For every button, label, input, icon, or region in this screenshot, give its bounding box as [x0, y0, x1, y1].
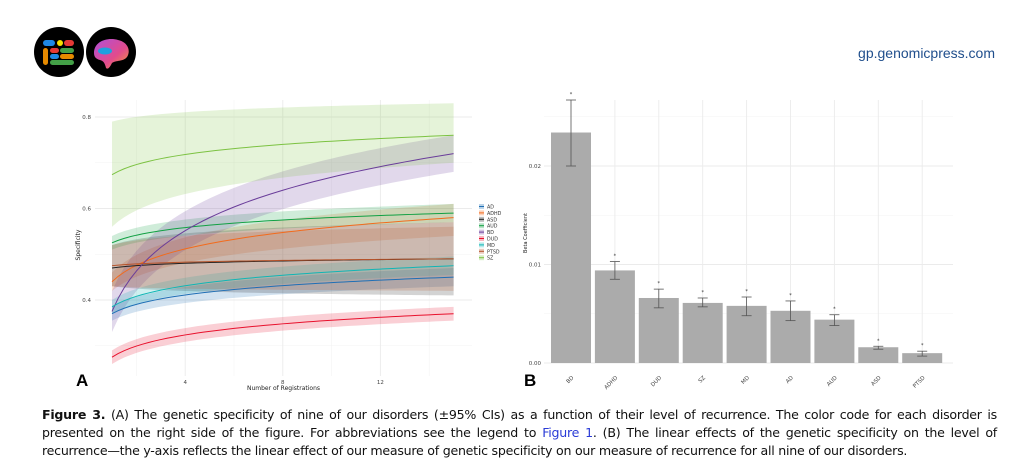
legend-label-dud: DUD: [487, 237, 498, 243]
y-tick-label: 0.6: [82, 207, 91, 213]
caption-label: Figure 3.: [42, 407, 106, 422]
ci-band-adhd: [112, 203, 454, 291]
y-axis-label: Beta Coefficient: [523, 213, 529, 253]
significance-marker: *: [658, 281, 661, 287]
series-line-ptsd: [111, 258, 454, 267]
x-tick-label-dud: DUD: [650, 375, 663, 388]
significance-marker: *: [789, 293, 792, 299]
x-tick-label-bd: BD: [566, 375, 576, 385]
figure-charts: 0.4 0.6 0.8 4 8 12 Number of Registrations Spec…: [75, 92, 953, 392]
legend-label-adhd: ADHD: [487, 211, 502, 217]
series-line-bd: [111, 153, 454, 312]
ci-band-md: [112, 256, 454, 314]
series-line-sz: [111, 134, 454, 176]
panel-label-a: A: [76, 371, 89, 390]
bar-ptsd: [902, 353, 943, 363]
panel-label-b: B: [524, 371, 537, 390]
legend-label-ad: AD: [487, 205, 494, 211]
ci-band-dud: [112, 306, 454, 365]
x-tick-label-ad: AD: [785, 375, 795, 385]
figure-caption: Figure 3. (A) The genetic specificity of…: [42, 406, 997, 460]
series-line-aud: [111, 212, 454, 244]
series-line-adhd: [111, 217, 454, 283]
bar-aud: [814, 319, 855, 363]
y-tick-label: 0.4: [82, 298, 91, 304]
significance-marker: *: [614, 254, 617, 260]
bar-bd: [551, 132, 591, 363]
series-line-md: [111, 265, 454, 308]
x-tick-label-aud: AUD: [826, 375, 839, 388]
legend-label-md: MD: [487, 243, 495, 249]
significance-marker: *: [833, 307, 836, 313]
x-tick-label-asd: ASD: [870, 375, 882, 387]
x-tick-label-ptsd: PTSD: [912, 375, 926, 389]
legend-label-sz: SZ: [487, 256, 494, 262]
site-url[interactable]: gp.genomicpress.com: [858, 45, 995, 61]
x-tick-label: 8: [281, 380, 285, 386]
y-tick-label: 0.8: [82, 115, 91, 121]
caption-text-1: (A) The genetic specificity of nine of o…: [42, 407, 997, 440]
series-line-ad: [111, 276, 454, 315]
figure-1-link[interactable]: Figure 1: [542, 425, 593, 440]
x-tick-label-sz: SZ: [698, 375, 708, 385]
y-tick-label: 0.01: [529, 263, 541, 269]
significance-marker: *: [921, 343, 924, 349]
series-line-dud: [111, 313, 454, 358]
x-tick-label: 4: [183, 380, 187, 386]
ci-band-sz: [112, 103, 454, 227]
journal-logo: [34, 27, 84, 77]
caption-text-2: . (B) The linear effects of the genetic …: [42, 425, 997, 458]
ci-band-asd: [112, 222, 454, 296]
bar-adhd: [594, 270, 635, 363]
ci-band-aud: [112, 203, 454, 250]
legend-label-asd: ASD: [487, 217, 497, 223]
y-axis-label: Specificity: [75, 229, 82, 260]
x-tick-label-adhd: ADHD: [603, 375, 619, 391]
bar-sz: [682, 302, 723, 363]
y-tick-label: 0.00: [529, 361, 542, 367]
x-tick-label: 12: [377, 380, 384, 386]
ci-band-bd: [112, 135, 454, 333]
brain-logo: [86, 27, 136, 77]
x-axis-label: Number of Registrations: [247, 385, 320, 392]
ci-band-ptsd: [112, 226, 454, 291]
significance-marker: *: [701, 290, 704, 296]
bar-dud: [638, 297, 679, 363]
significance-marker: *: [570, 92, 573, 98]
y-tick-label: 0.02: [529, 164, 541, 170]
legend-label-aud: AUD: [487, 224, 498, 230]
x-tick-label-md: MD: [740, 375, 751, 386]
bar-asd: [858, 347, 899, 363]
legend-label-ptsd: PTSD: [487, 249, 500, 255]
significance-marker: *: [877, 338, 880, 344]
legend-label-bd: BD: [487, 230, 494, 236]
significance-marker: *: [745, 289, 748, 295]
